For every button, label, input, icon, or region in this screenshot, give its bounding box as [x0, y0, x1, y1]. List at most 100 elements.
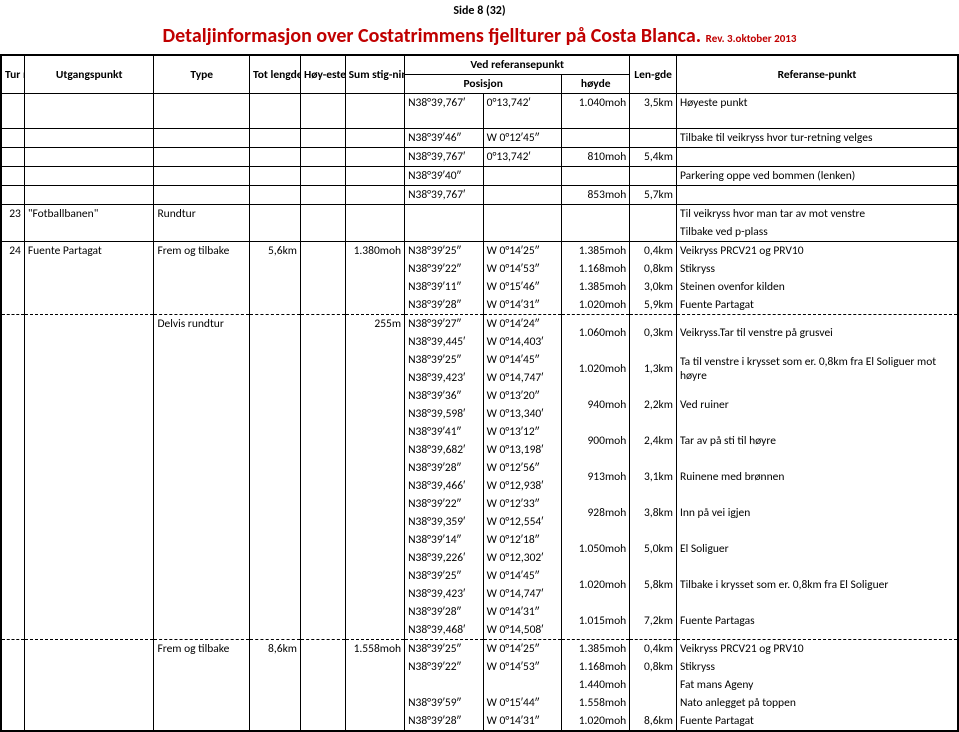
table-cell	[345, 531, 404, 549]
table-cell	[250, 128, 301, 147]
table-cell: 3,8km	[630, 495, 677, 531]
table-cell	[345, 166, 404, 185]
table-cell: N38°39′27″	[405, 314, 484, 333]
table-cell: W 0°12,554′	[483, 513, 562, 531]
table-cell	[154, 549, 250, 567]
table-cell: Fuente Partagat	[676, 712, 958, 731]
table-cell	[1, 639, 24, 658]
table-cell	[154, 147, 250, 166]
table-cell	[24, 405, 154, 423]
table-cell	[154, 513, 250, 531]
data-table: Tur nr. Utgangspunkt Type Tot lengde Høy…	[0, 54, 959, 732]
table-cell	[154, 531, 250, 549]
table-cell	[250, 405, 301, 423]
table-cell: W 0°14′25″	[483, 639, 562, 658]
table-cell	[250, 585, 301, 603]
table-cell: N38°39,423′	[405, 585, 484, 603]
table-cell	[405, 204, 484, 223]
table-cell	[1, 658, 24, 676]
table-cell	[250, 333, 301, 351]
table-cell	[345, 567, 404, 585]
table-cell	[301, 314, 346, 333]
table-cell	[1, 260, 24, 278]
table-cell	[250, 658, 301, 676]
table-cell	[154, 128, 250, 147]
table-cell	[562, 204, 630, 223]
table-cell: Frem og tilbake	[154, 241, 250, 260]
table-cell: N38°39′36″	[405, 387, 484, 405]
table-cell	[1, 621, 24, 640]
table-cell	[250, 459, 301, 477]
table-cell	[250, 204, 301, 223]
table-cell	[345, 603, 404, 621]
table-cell	[301, 223, 346, 242]
table-cell: W 0°14,403′	[483, 333, 562, 351]
table-cell: 928moh	[562, 495, 630, 531]
table-cell	[1, 405, 24, 423]
table-cell	[154, 603, 250, 621]
table-cell: 5,9km	[630, 296, 677, 315]
table-cell	[1, 147, 24, 166]
table-cell: 1.020moh	[562, 712, 630, 731]
table-cell	[405, 676, 484, 694]
table-cell	[154, 333, 250, 351]
table-row: N38°39′36″W 0°13′20″940moh2,2kmVed ruine…	[1, 387, 958, 405]
table-cell: 0°13,742′	[483, 147, 562, 166]
table-cell: 1.558moh	[562, 694, 630, 712]
table-cell	[630, 204, 677, 223]
table-cell: Tilbake ved p-plass	[676, 223, 958, 242]
table-cell	[24, 676, 154, 694]
table-cell	[250, 549, 301, 567]
table-cell: 5,0km	[630, 531, 677, 567]
table-cell	[1, 166, 24, 185]
table-cell	[301, 477, 346, 495]
table-cell	[345, 128, 404, 147]
table-cell: 1.015moh	[562, 603, 630, 640]
table-cell	[250, 147, 301, 166]
table-cell: W 0°15′46″	[483, 278, 562, 296]
table-cell: 1.385moh	[562, 278, 630, 296]
table-cell	[250, 260, 301, 278]
table-cell: 1.385moh	[562, 639, 630, 658]
table-header: Tur nr. Utgangspunkt Type Tot lengde Høy…	[1, 55, 958, 94]
table-cell: 0,8km	[630, 658, 677, 676]
table-cell	[250, 603, 301, 621]
table-cell: 1.060moh	[562, 314, 630, 351]
table-cell: W 0°12,938′	[483, 477, 562, 495]
table-cell	[483, 185, 562, 204]
table-cell	[24, 495, 154, 513]
table-cell: 913moh	[562, 459, 630, 495]
table-row: 1.440mohFat mans Ageny	[1, 676, 958, 694]
table-cell: W 0°14,508′	[483, 621, 562, 640]
table-cell	[1, 549, 24, 567]
table-cell	[630, 676, 677, 694]
table-cell: 5,8km	[630, 567, 677, 603]
col-len: Len-gde	[630, 55, 677, 94]
table-cell	[154, 495, 250, 513]
table-cell	[24, 423, 154, 441]
table-cell	[24, 128, 154, 147]
table-row: N38°39′40″Parkering oppe ved bommen (len…	[1, 166, 958, 185]
table-cell	[154, 712, 250, 731]
table-cell: 853moh	[562, 185, 630, 204]
table-cell	[483, 676, 562, 694]
table-cell	[405, 223, 484, 242]
table-cell: 1.168moh	[562, 260, 630, 278]
table-cell	[250, 387, 301, 405]
table-cell: 1,3km	[630, 351, 677, 387]
table-cell: N38°39′22″	[405, 495, 484, 513]
table-cell	[345, 441, 404, 459]
table-cell	[345, 94, 404, 113]
table-row: N38°39,767′0°13,742′810moh5,4km	[1, 147, 958, 166]
table-cell	[301, 260, 346, 278]
table-cell: 3,1km	[630, 459, 677, 495]
table-cell: N38°39,359′	[405, 513, 484, 531]
table-cell	[250, 185, 301, 204]
table-cell	[250, 314, 301, 333]
table-row: N38°39′25″W 0°14′45″1.020moh5,8kmTilbake…	[1, 567, 958, 585]
table-cell	[345, 549, 404, 567]
table-cell	[301, 185, 346, 204]
table-row: N38°39′22″W 0°12′33″928moh3,8kmInn på ve…	[1, 495, 958, 513]
table-cell	[154, 477, 250, 495]
table-cell	[154, 185, 250, 204]
